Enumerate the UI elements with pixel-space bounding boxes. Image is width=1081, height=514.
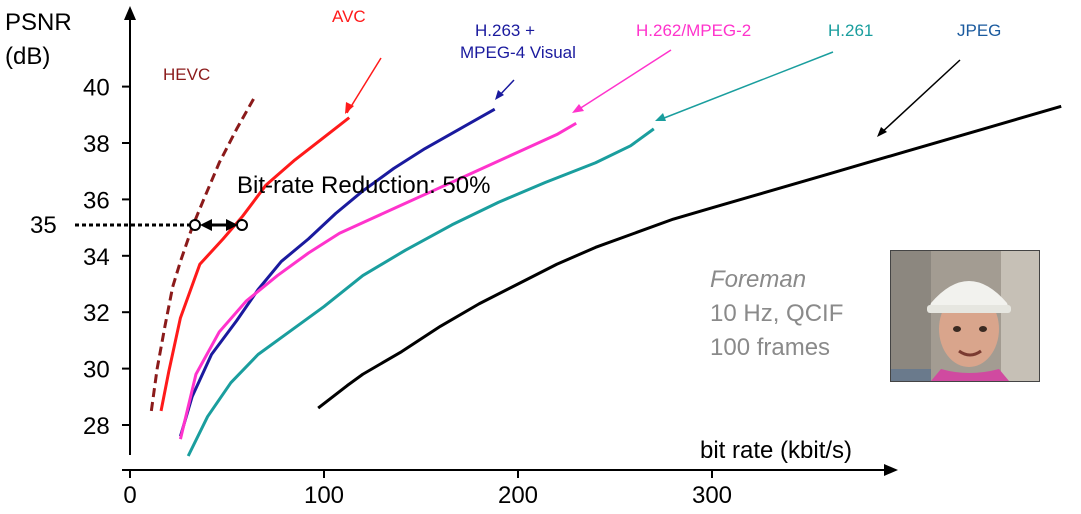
label-jpeg: JPEG — [957, 21, 1001, 40]
series-line-hevc — [149, 97, 256, 412]
bitrate-reduction-label: Bit-rate Reduction: 50% — [237, 172, 490, 199]
info-frame-count: 100 frames — [710, 334, 830, 361]
axis-ticks: 28 30 32 34 36 38 40 0 100 200 300 — [83, 75, 732, 509]
label-h261: H.261 — [828, 21, 873, 40]
series-lines — [149, 97, 1062, 457]
info-sequence-name: Foreman — [710, 266, 806, 293]
hevc-point-marker — [189, 219, 201, 231]
y-tick-label: 32 — [83, 300, 110, 327]
info-framerate-format: 10 Hz, QCIF — [710, 300, 843, 327]
series-line-h-262-mpeg-2 — [178, 121, 577, 440]
arrow-jpeg-head — [877, 127, 887, 137]
arrow-h261-head — [655, 113, 666, 121]
x-tick-label: 100 — [304, 482, 344, 509]
label-avc: AVC — [332, 7, 366, 26]
label-mpeg2: H.262/MPEG-2 — [636, 21, 751, 40]
label-h263-line1: H.263 + — [475, 21, 535, 40]
arrow-h263-head — [495, 90, 504, 100]
y-tick-label: 28 — [83, 413, 110, 440]
series-line-jpeg — [317, 104, 1062, 410]
y-tick-label: 40 — [83, 75, 110, 102]
x-tick-label: 200 — [498, 482, 538, 509]
series-line-h-261 — [186, 127, 655, 457]
arrow-jpeg — [879, 59, 961, 135]
arrow-avc — [346, 57, 382, 114]
series-line-h-263 — [179, 107, 496, 437]
foreman-thumbnail-image — [890, 250, 1040, 382]
x-tick-label: 300 — [692, 482, 732, 509]
y-axis-arrowhead — [124, 6, 136, 20]
x-tick-label: 0 — [123, 482, 136, 509]
x-axis-title: bit rate (kbit/s) — [700, 437, 852, 464]
y-axis-title-line1: PSNR — [5, 9, 72, 36]
arrow-mpeg2-head — [572, 104, 584, 113]
reduction-arrow-left-head — [200, 219, 212, 231]
x-axis-arrowhead — [884, 464, 898, 476]
arrow-mpeg2 — [575, 49, 672, 112]
avc-point-marker — [236, 219, 248, 231]
y-tick-label: 38 — [83, 131, 110, 158]
label-h263-line2: MPEG-4 Visual — [460, 43, 576, 62]
y-axis-title-line2: (dB) — [5, 43, 50, 70]
series-line-avc — [159, 116, 351, 412]
psnr-35-label: 35 — [30, 212, 57, 239]
y-tick-label: 30 — [83, 357, 110, 384]
reduction-arrow-right-head — [226, 219, 238, 231]
label-hevc: HEVC — [163, 65, 210, 84]
y-tick-label: 36 — [83, 187, 110, 214]
arrow-h261 — [658, 51, 834, 121]
y-tick-label: 34 — [83, 244, 110, 271]
arrow-avc-head — [345, 102, 354, 114]
